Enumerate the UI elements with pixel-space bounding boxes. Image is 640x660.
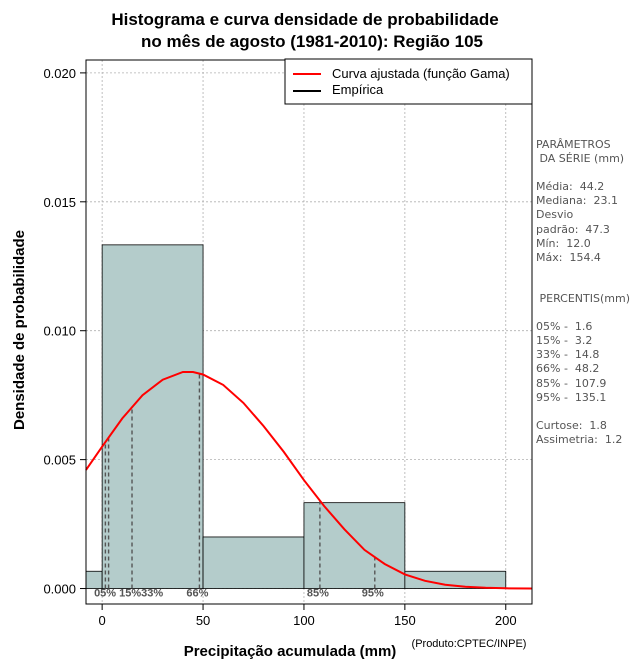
legend-box <box>284 58 533 105</box>
histogram-bar-1 <box>101 244 204 589</box>
x-axis-label: Precipitação acumulada (mm) <box>184 643 397 660</box>
x-tick-label: 50 <box>196 613 210 628</box>
legend-label-empirical: Empírica <box>332 82 384 97</box>
fitted-gamma-curve <box>85 371 533 590</box>
percentile-lines <box>104 373 376 589</box>
y-tick-label: 0.015 <box>43 195 76 210</box>
legend-label-fitted: Curva ajustada (função Gama) <box>332 66 510 81</box>
histogram-bar-4 <box>404 570 507 589</box>
x-tick-label: 100 <box>293 613 315 628</box>
y-tick-label: 0.010 <box>43 324 76 339</box>
y-tick-label: 0.000 <box>43 582 76 597</box>
percentiles-panel: PERCENTIS(mm) 05% - 1.6 15% - 3.2 33% - … <box>536 292 630 446</box>
x-tick-label: 200 <box>495 613 517 628</box>
y-tick-label: 0.020 <box>43 66 76 81</box>
histogram-bar-0 <box>85 570 103 589</box>
x-tick-label: 0 <box>99 613 106 628</box>
series-parameters-panel: PARÂMETROS DA SÉRIE (mm) Média: 44.2 Med… <box>536 138 625 264</box>
y-tick-label: 0.005 <box>43 453 76 468</box>
histogram-bar-2 <box>202 536 305 589</box>
x-tick-label: 150 <box>394 613 416 628</box>
percentile-label-85: 85% <box>307 588 329 600</box>
chart-title-line1: Histograma e curva densidade de probabil… <box>111 10 498 29</box>
percentile-labels: 05% 15%33% 66% 85% 95% <box>94 588 384 600</box>
legend: Curva ajustada (função Gama) Empírica <box>284 58 533 105</box>
y-axis: 0.000 0.005 0.010 0.015 0.020 <box>43 66 86 597</box>
percentile-label-95: 95% <box>362 588 384 600</box>
y-axis-label: Densidade de probabilidade <box>11 230 28 430</box>
chart-title-line2: no mês de agosto (1981-2010): Região 105 <box>141 32 483 51</box>
percentile-label-05-15-33: 05% 15%33% <box>94 588 163 600</box>
product-credit: (Produto:CPTEC/INPE) <box>412 638 527 650</box>
histogram-bar-3 <box>303 502 406 589</box>
histogram-bars <box>85 244 507 589</box>
x-axis: 0 50 100 150 200 <box>99 604 517 628</box>
percentile-label-66: 66% <box>186 588 208 600</box>
